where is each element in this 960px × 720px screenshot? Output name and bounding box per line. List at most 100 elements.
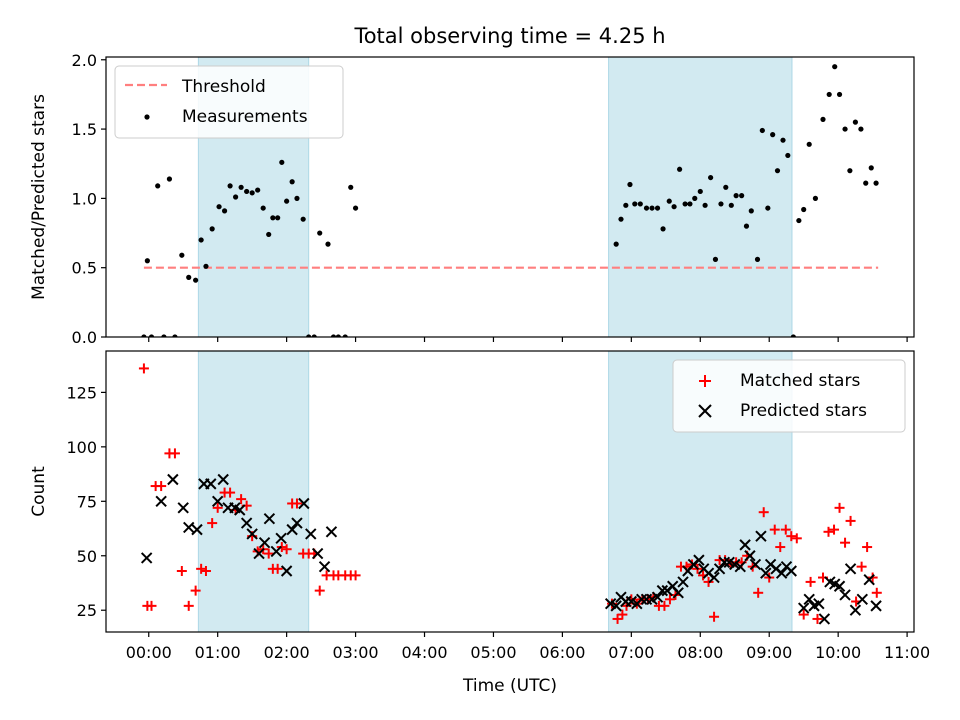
matched-star-point [862,542,873,553]
matched-star-point [659,600,670,611]
measurement-point [728,202,734,208]
predicted-star-point [844,563,857,575]
matched-star-point [791,533,802,544]
predicted-star-point [856,593,869,606]
matched-star-point [200,566,211,577]
measurement-point [260,205,266,211]
measurement-point [643,205,650,211]
measurement-point [198,237,204,243]
measurement-point [687,201,693,207]
measurement-point [712,256,719,262]
measurement-point [325,241,331,247]
matched-star-point [786,531,797,542]
measurement-point [148,334,155,337]
matched-star-point [617,609,628,620]
matched-star-point [176,566,187,577]
measurement-point [623,202,629,208]
measurement-point [279,159,285,165]
measurement-point [613,241,619,247]
measurement-point [702,202,708,208]
measurement-point [284,198,290,204]
predicted-star-point [734,560,746,573]
predicted-star-point [167,473,179,486]
y-tick-label: 2.0 [72,51,97,70]
matched-star-point [291,498,302,509]
matched-star-point [169,448,180,459]
x-tick-label: 11:00 [884,643,930,662]
measurement-point [203,263,209,269]
predicted-star-point [818,613,831,625]
predicted-star-point [270,545,282,558]
matched-star-point [207,518,218,529]
measurement-point [311,334,317,337]
measurement-point [770,132,776,138]
predicted-star-point [291,517,303,529]
predicted-star-point [656,584,669,597]
legend-label: Measurements [182,107,308,127]
measurement-point [221,208,228,214]
axes-frame [105,350,915,633]
predicted-star-point [298,497,310,510]
predicted-star-point [305,528,317,540]
measurement-point [723,184,729,190]
matched-star-point [845,515,856,526]
measurement-point [238,184,244,190]
predicted-star-point [718,556,731,569]
predicted-star-point [311,547,324,560]
y-axis-label: Count [29,466,49,517]
measurement-point [842,126,848,132]
predicted-star-point [870,600,882,612]
measurement-point [748,208,754,214]
measurement-point [743,223,750,229]
measurement-point [697,188,703,195]
x-tick-label: 09:00 [746,643,792,662]
shaded-interval [608,57,793,337]
x-tick-label: 04:00 [401,643,447,662]
x-tick-label: 06:00 [539,643,585,662]
legend: Threshold Measurements [114,65,344,139]
measurement-point [179,252,185,258]
y-tick-label: 0.5 [72,259,97,278]
measurement-point [812,195,819,201]
measurement-point [193,277,199,283]
legend-label: Predicted stars [740,401,867,421]
matched-star-point [856,561,867,572]
measurement-point [627,181,633,188]
predicted-star-point [635,593,648,606]
matched-star-point [753,587,764,598]
measurement-point [671,204,677,210]
y-tick-label: 1.0 [72,189,97,208]
matched-star-point [236,494,247,505]
predicted-star-point [672,587,684,599]
matched-star-point [281,544,292,555]
matched-star-point [263,548,274,559]
measurement-point [868,165,874,171]
predicted-star-point [253,547,265,560]
measurement-point [289,179,295,185]
x-tick-label: 01:00 [195,643,241,662]
measurement-point [266,231,272,238]
predicted-star-point [183,521,195,534]
predicted-star-point [240,517,253,529]
measurement-point [780,137,786,143]
measurement-point [858,126,864,132]
matched-star-point [190,585,201,596]
legend-measurement-swatch [144,114,150,120]
predicted-star-point [280,565,293,577]
predicted-star-point [140,552,153,564]
chart-title: Total observing time = 4.25 h [353,24,665,48]
predicted-star-point [610,600,622,612]
matched-star-point [664,594,675,605]
x-axis-label: Time (UTC) [462,676,557,696]
predicted-star-point [286,523,298,536]
measurement-point [155,183,161,189]
predicted-star-point [755,530,767,542]
measurement-point [826,91,832,98]
measurement-point [796,217,802,224]
y-tick-label: 25 [77,601,97,620]
measurement-point [692,195,698,201]
measurement-point [244,188,250,195]
x-tick-label: 10:00 [815,643,861,662]
predicted-star-point [155,495,167,508]
x-tick-label: 05:00 [470,643,516,662]
